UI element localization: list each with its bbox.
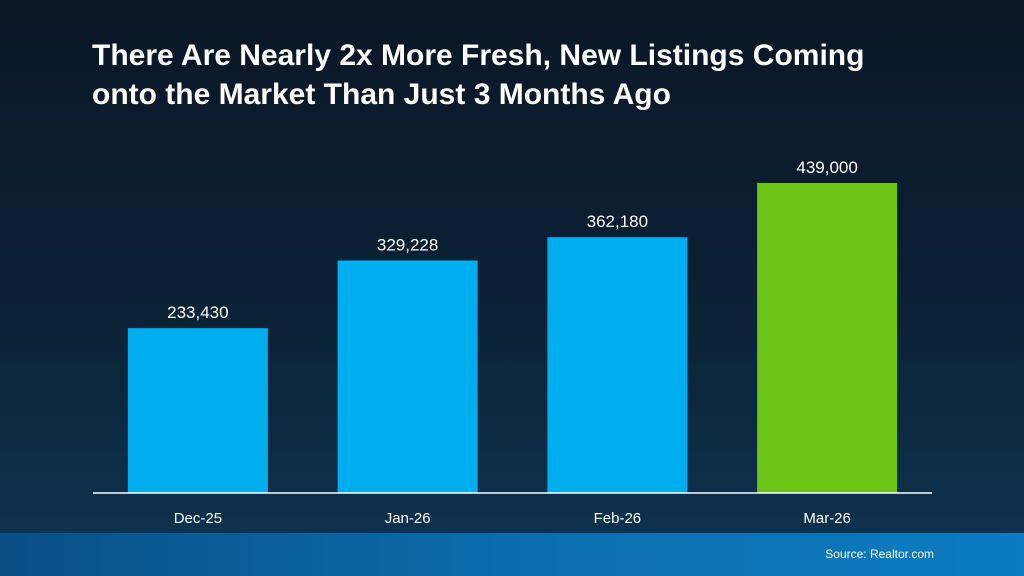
bar bbox=[337, 260, 478, 493]
x-tick-label: Feb-26 bbox=[594, 510, 642, 527]
chart: 233,430 Dec-25 329,228 Jan-26 362,180 Feb-26 4… bbox=[127, 158, 898, 527]
footer-bar: Source: Realtor.com bbox=[0, 533, 1024, 576]
source-note: Source: Realtor.com bbox=[825, 547, 934, 561]
x-tick-label: Dec-25 bbox=[174, 510, 222, 527]
value-label: 233,430 bbox=[167, 303, 228, 322]
value-label: 362,180 bbox=[587, 212, 648, 231]
bar bbox=[127, 328, 268, 493]
value-label: 329,228 bbox=[377, 236, 438, 255]
x-tick-label: Mar-26 bbox=[803, 510, 851, 527]
bar bbox=[757, 183, 898, 493]
value-label: 439,000 bbox=[796, 158, 857, 177]
x-tick-label: Jan-26 bbox=[385, 510, 431, 527]
chart-title: There Are Nearly 2x More Fresh, New List… bbox=[92, 39, 865, 111]
bar bbox=[547, 237, 688, 493]
